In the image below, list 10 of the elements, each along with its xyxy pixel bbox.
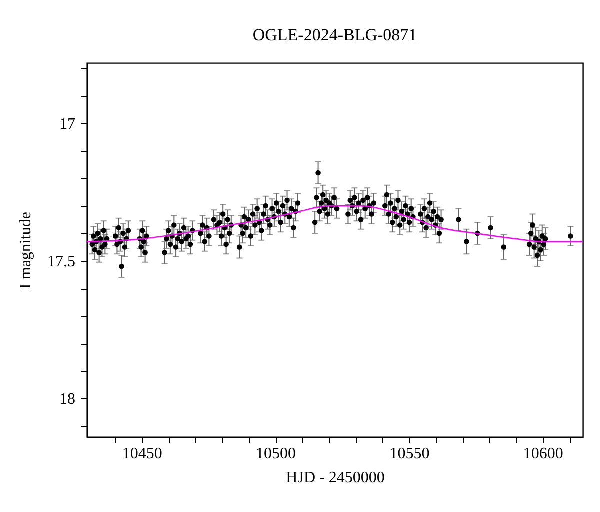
y-tick-label: 17: [60, 116, 76, 133]
y-tick-label: 17.5: [48, 254, 76, 270]
y-tick-label: 18: [60, 391, 76, 408]
x-tick-label: 10550: [390, 446, 430, 462]
x-tick-label: 10600: [523, 446, 564, 462]
x-tick-label: 10450: [122, 446, 162, 462]
x-axis-title: HJD - 2450000: [286, 470, 385, 486]
x-tick-label: 10500: [256, 446, 296, 462]
chart-title: OGLE-2024-BLG-0871: [252, 26, 418, 44]
y-axis-title: I magnitude: [18, 212, 34, 289]
